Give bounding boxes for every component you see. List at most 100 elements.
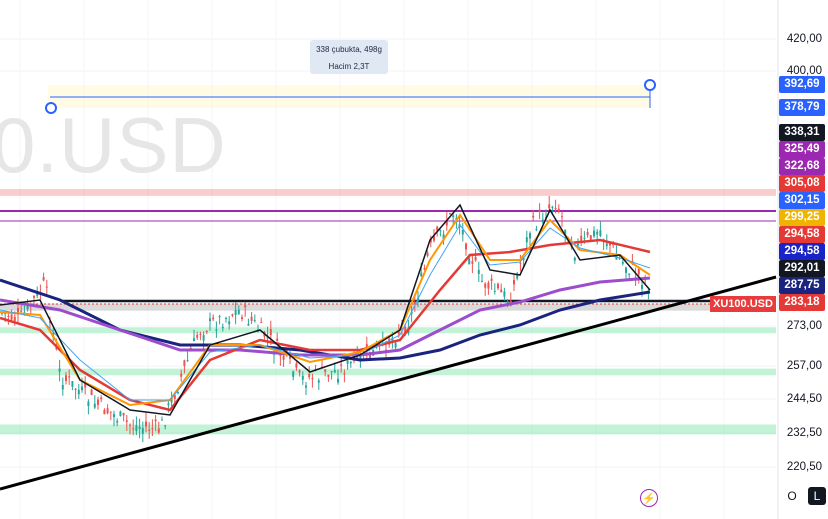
- candle-body: [346, 360, 349, 364]
- price-label: 305,08: [779, 175, 825, 192]
- candle-body: [122, 413, 125, 416]
- candle-body: [292, 371, 295, 377]
- candle-body: [375, 346, 378, 348]
- candle-body: [33, 295, 35, 298]
- price-label: 283,18: [779, 294, 825, 311]
- candle-body: [404, 326, 407, 333]
- candle-body: [109, 411, 112, 413]
- candle-body: [516, 273, 519, 279]
- candle-body: [449, 213, 451, 215]
- candle-body: [497, 283, 499, 289]
- candle-body: [237, 309, 240, 315]
- candle-body: [164, 425, 167, 427]
- candle-body: [490, 278, 493, 281]
- candle-body: [241, 317, 243, 319]
- candle-body: [330, 371, 333, 373]
- candle-body: [487, 282, 490, 289]
- candle-body: [305, 385, 307, 388]
- candle-body: [161, 419, 163, 421]
- trendline: [0, 275, 777, 491]
- candle-body: [77, 389, 80, 395]
- candle-body: [119, 411, 122, 416]
- candle-body: [474, 256, 477, 261]
- y-axis-tick: 420,00: [786, 33, 822, 45]
- candle-body: [141, 427, 144, 434]
- candle-body: [311, 378, 314, 380]
- y-axis-tick: 400,00: [786, 65, 822, 77]
- candle-body: [113, 414, 115, 417]
- candle-body: [129, 424, 131, 426]
- candle-body: [589, 235, 592, 240]
- candle-body: [519, 262, 522, 264]
- price-label: 299,25: [779, 209, 825, 226]
- candle-body: [218, 316, 221, 318]
- ema-fast-line: [0, 213, 651, 407]
- price-label: 338,31: [779, 124, 825, 141]
- candle-body: [4, 313, 7, 315]
- log-scale-button[interactable]: O: [783, 487, 801, 505]
- candle-body: [253, 320, 256, 322]
- candle-body: [461, 229, 464, 235]
- candle-body: [529, 233, 531, 239]
- candle-body: [605, 243, 608, 247]
- auto-scale-button[interactable]: L: [808, 487, 826, 505]
- candle-body: [295, 363, 298, 368]
- candle-body: [170, 397, 173, 403]
- candle-body: [538, 209, 541, 213]
- zone-support-2: [0, 368, 776, 376]
- candle-body: [196, 335, 199, 338]
- candle-body: [234, 310, 237, 316]
- y-axis-tick: 220,50: [786, 461, 822, 473]
- candle-body: [193, 338, 195, 342]
- price-label: 287,75: [779, 277, 825, 294]
- price-label: 378,79: [779, 99, 825, 116]
- candle-body: [468, 258, 471, 265]
- lightning-icon[interactable]: ⚡: [640, 489, 658, 507]
- candle-body: [221, 326, 224, 329]
- symbol-watermark: 0.USD: [0, 101, 227, 189]
- candle-body: [340, 364, 343, 366]
- candle-body: [71, 381, 74, 387]
- candle-body: [154, 419, 157, 422]
- candle-body: [359, 355, 362, 361]
- candle-body: [68, 376, 71, 378]
- candle-body: [481, 280, 483, 282]
- candle-body: [522, 257, 525, 261]
- candle-body: [327, 374, 330, 377]
- candle-body: [49, 321, 51, 324]
- candle-body: [493, 290, 496, 292]
- candle-body: [500, 289, 503, 293]
- candle-body: [42, 277, 45, 281]
- candle-body: [84, 383, 87, 388]
- candle-body: [535, 228, 538, 230]
- candle-body: [87, 401, 90, 406]
- price-label: 302,15: [779, 192, 825, 209]
- candle-body: [231, 314, 234, 316]
- candle-body: [394, 342, 397, 348]
- candle-body: [151, 428, 154, 430]
- candle-body: [551, 206, 554, 208]
- measure-handle-start: [45, 102, 57, 114]
- candle-body: [426, 252, 429, 256]
- candle-body: [429, 238, 432, 243]
- candle-body: [177, 392, 179, 394]
- candle-body: [225, 318, 227, 320]
- candle-body: [484, 283, 487, 288]
- candle-body: [7, 315, 10, 317]
- candle-body: [282, 355, 285, 360]
- zone-support-1: [0, 327, 776, 334]
- candle-body: [349, 361, 352, 364]
- candle-body: [26, 303, 29, 310]
- candle-body: [250, 316, 253, 321]
- candle-body: [81, 386, 83, 391]
- measure-handle-end: [644, 79, 656, 91]
- candle-body: [116, 420, 119, 423]
- candle-body: [465, 243, 467, 250]
- candle-body: [266, 336, 269, 339]
- candle-body: [557, 208, 560, 212]
- price-label: 294,58: [779, 226, 825, 243]
- candle-body: [106, 408, 109, 414]
- candle-body: [20, 310, 23, 312]
- candle-body: [317, 380, 320, 383]
